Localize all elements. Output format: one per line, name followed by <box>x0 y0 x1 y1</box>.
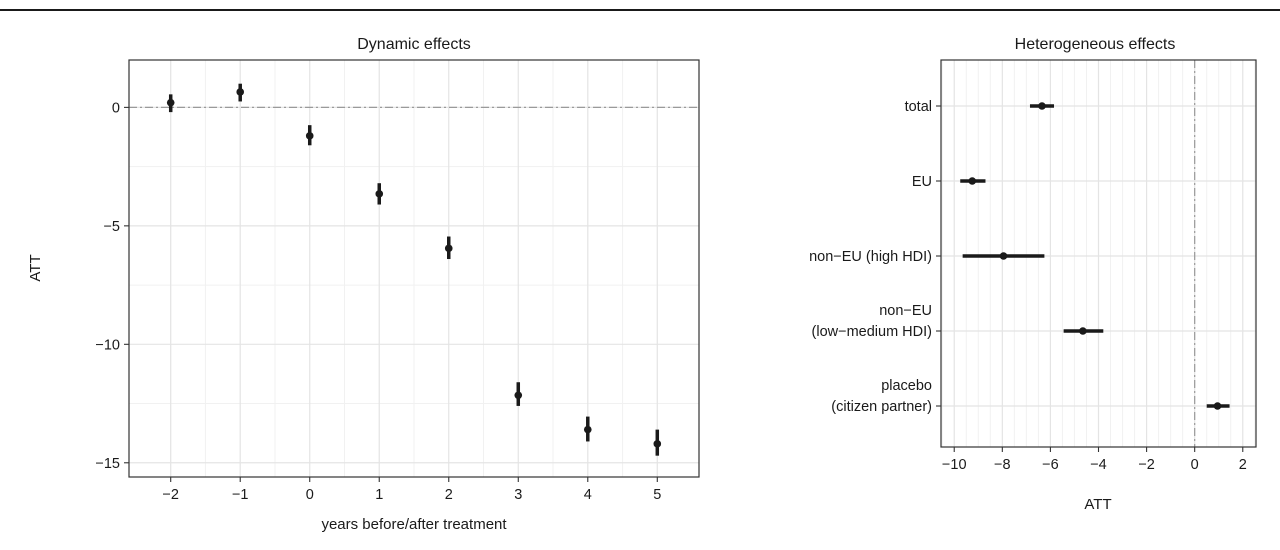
dynamic-x-tick-label: −1 <box>232 487 249 503</box>
dynamic-effects-panel: Dynamic effects −2 −1 0 1 2 3 4 5 0−5−10−15 yea… <box>27 36 700 533</box>
heterogeneous-effects-panel: Heterogeneous effects −10 −8 −6 −4 −2 0 2 tota… <box>809 36 1257 513</box>
heterogeneous-x-tick-label: −6 <box>1042 457 1059 473</box>
heterogeneous-effects-title: Heterogeneous effects <box>1015 36 1176 53</box>
top-rule <box>0 9 1280 11</box>
dynamic-point <box>236 88 245 96</box>
heterogeneous-x-tick-label: −8 <box>994 457 1011 473</box>
dynamic-x-ticks: −2 −1 0 1 2 3 4 5 <box>162 477 661 503</box>
dynamic-x-tick-label: 2 <box>445 487 453 503</box>
dynamic-y-ticks: 0 −5 −10 −15 <box>95 100 129 472</box>
dynamic-effects-title: Dynamic effects <box>357 36 471 53</box>
dynamic-point <box>583 425 592 434</box>
heterogeneous-category-label: (citizen partner) <box>831 399 932 415</box>
dynamic-x-tick-label: 4 <box>584 487 592 503</box>
dynamic-x-tick-label: 0 <box>306 487 314 503</box>
dynamic-y-tick-label: −15 <box>95 456 120 472</box>
heterogeneous-point <box>968 177 977 185</box>
heterogeneous-point <box>1213 402 1222 410</box>
heterogeneous-category-label: non−EU <box>879 303 932 319</box>
heterogeneous-grid <box>941 60 1256 447</box>
heterogeneous-marks <box>960 102 1230 410</box>
heterogeneous-x-tick-label: −4 <box>1090 457 1107 473</box>
heterogeneous-category-label: EU <box>912 174 932 190</box>
heterogeneous-x-axis-label: ATT <box>1084 496 1111 513</box>
dynamic-point <box>166 98 175 107</box>
heterogeneous-category-label: non−EU (high HDI) <box>809 249 932 265</box>
dynamic-point <box>305 132 314 140</box>
dynamic-y-tick-label: −5 <box>103 219 120 235</box>
heterogeneous-x-tick-label: 0 <box>1191 457 1199 473</box>
heterogeneous-category-labels: total EU non−EU (high HDI) non−EU (low−mediu… <box>809 99 941 415</box>
dynamic-x-tick-label: 1 <box>375 487 383 503</box>
heterogeneous-x-tick-label: 2 <box>1239 457 1247 473</box>
heterogeneous-point <box>999 252 1008 260</box>
dynamic-x-axis-label: years before/after treatment <box>321 516 507 533</box>
dynamic-x-tick-label: 3 <box>514 487 522 503</box>
dynamic-panel-border <box>128 59 700 478</box>
heterogeneous-category-label: placebo <box>881 378 932 394</box>
dynamic-point <box>514 391 523 400</box>
heterogeneous-x-tick-label: −2 <box>1138 457 1155 473</box>
dynamic-y-tick-label: −10 <box>95 337 120 353</box>
dynamic-x-tick-label: 5 <box>653 487 661 503</box>
dynamic-y-axis-label: ATT <box>27 254 44 281</box>
heterogeneous-category-label: total <box>905 99 932 115</box>
heterogeneous-x-ticks: −10 −8 −6 −4 −2 0 2 <box>942 447 1247 473</box>
dynamic-marks <box>166 83 662 456</box>
dynamic-point <box>444 244 453 253</box>
dynamic-grid <box>129 60 699 477</box>
heterogeneous-point <box>1038 102 1046 110</box>
dynamic-point <box>653 440 662 448</box>
dynamic-y-tick-label: 0 <box>112 100 120 116</box>
dynamic-x-tick-label: −2 <box>162 487 179 503</box>
heterogeneous-point <box>1079 327 1087 335</box>
dynamic-point <box>375 190 384 198</box>
heterogeneous-x-tick-label: −10 <box>942 457 967 473</box>
heterogeneous-category-label: (low−medium HDI) <box>812 324 932 340</box>
